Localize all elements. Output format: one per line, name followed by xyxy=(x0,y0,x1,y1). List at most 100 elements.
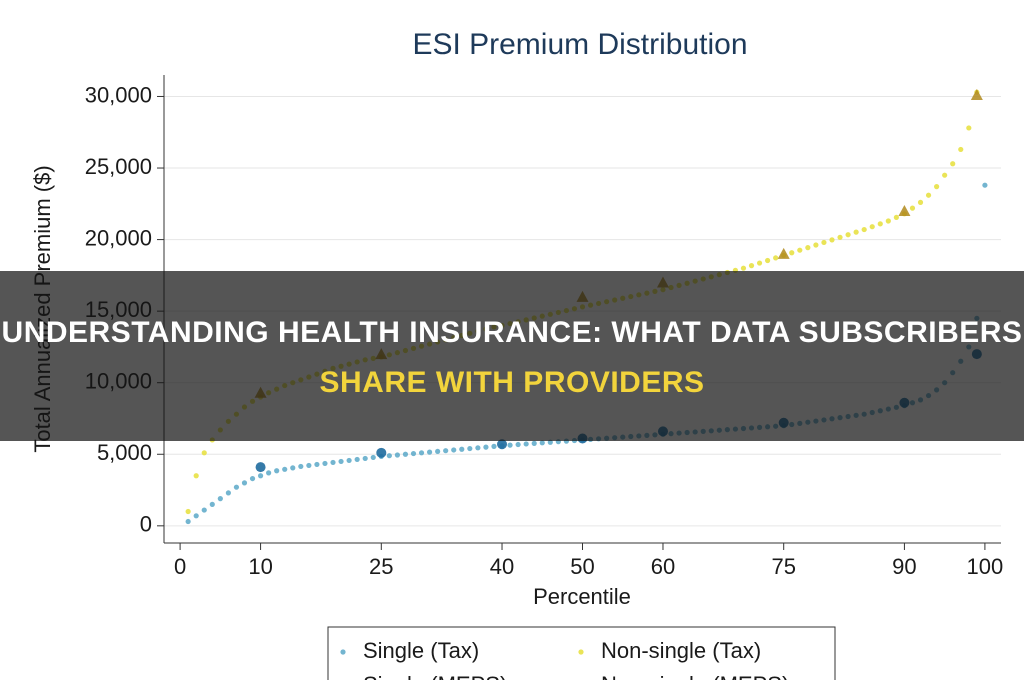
point xyxy=(885,218,891,224)
point xyxy=(491,443,497,449)
point xyxy=(909,205,916,211)
point xyxy=(426,449,433,455)
x-tick-label: 10 xyxy=(248,554,272,579)
point xyxy=(861,226,867,233)
point xyxy=(497,439,508,450)
point xyxy=(523,441,529,447)
point xyxy=(958,146,964,153)
point xyxy=(201,507,207,513)
point xyxy=(201,450,207,456)
y-tick-label: 20,000 xyxy=(85,225,152,250)
point xyxy=(266,470,272,476)
x-tick-label: 40 xyxy=(490,554,514,579)
x-tick-label: 90 xyxy=(892,554,916,579)
point xyxy=(340,649,346,655)
y-tick-label: 30,000 xyxy=(85,82,152,107)
point xyxy=(950,161,956,167)
point xyxy=(740,265,747,271)
point xyxy=(274,468,280,474)
legend-label: Single (Tax) xyxy=(363,638,479,663)
point xyxy=(435,448,441,455)
x-tick-label: 0 xyxy=(174,554,186,579)
point xyxy=(209,501,215,507)
point xyxy=(354,456,360,463)
point xyxy=(217,496,223,502)
point xyxy=(869,224,875,230)
point xyxy=(475,445,481,451)
point xyxy=(193,473,199,479)
point xyxy=(282,466,288,472)
point xyxy=(748,263,755,269)
point xyxy=(249,475,256,482)
point xyxy=(813,242,819,248)
point xyxy=(845,232,851,238)
point xyxy=(773,255,779,261)
x-axis-label: Percentile xyxy=(533,584,631,609)
point xyxy=(346,457,352,464)
point xyxy=(877,221,883,227)
point xyxy=(797,247,803,253)
legend-label: Non-single (MEPS) xyxy=(601,672,789,680)
point xyxy=(451,447,457,453)
point xyxy=(467,445,473,452)
point xyxy=(338,458,344,465)
point xyxy=(185,508,191,515)
point xyxy=(410,450,417,457)
point xyxy=(578,649,584,655)
point xyxy=(362,455,368,462)
point xyxy=(934,184,940,190)
point xyxy=(507,442,513,448)
point xyxy=(837,234,843,240)
legend-label: Non-single (Tax) xyxy=(601,638,761,663)
point xyxy=(193,513,199,519)
point xyxy=(241,480,248,486)
point xyxy=(756,260,763,266)
point xyxy=(443,448,449,454)
point xyxy=(829,237,835,243)
point xyxy=(255,462,266,473)
point xyxy=(257,473,264,479)
point xyxy=(893,214,899,221)
legend: Single (Tax) Non-single (Tax) Single (MEPS… xyxy=(340,638,789,680)
x-tick-label: 25 xyxy=(369,554,393,579)
x-tick-label: 60 xyxy=(651,554,675,579)
point xyxy=(966,125,972,131)
point xyxy=(459,446,465,452)
point xyxy=(898,204,911,216)
point xyxy=(539,440,545,446)
point xyxy=(970,89,983,101)
y-tick-label: 0 xyxy=(140,512,152,537)
point xyxy=(386,453,392,459)
point xyxy=(298,463,304,470)
point xyxy=(370,454,376,461)
point xyxy=(376,447,387,458)
x-tick-label: 75 xyxy=(771,554,795,579)
chart-title: ESI Premium Distribution xyxy=(412,28,747,61)
x-tick-label: 100 xyxy=(967,554,1004,579)
point xyxy=(225,490,231,496)
point xyxy=(233,484,240,490)
point xyxy=(917,199,924,205)
point xyxy=(805,245,811,251)
point xyxy=(306,462,312,469)
point xyxy=(821,239,827,246)
point xyxy=(853,229,859,235)
banner-line: SHARE WITH PROVIDERS xyxy=(319,366,704,399)
point xyxy=(789,250,795,256)
banner-band xyxy=(0,271,1024,441)
point xyxy=(925,192,932,198)
y-tick-label: 5,000 xyxy=(97,440,152,465)
point xyxy=(418,450,425,456)
point xyxy=(942,172,948,178)
legend-label: Single (MEPS) xyxy=(363,672,507,680)
point xyxy=(290,465,296,471)
y-tick-label: 25,000 xyxy=(85,154,152,179)
point xyxy=(531,440,537,446)
point xyxy=(322,460,328,467)
x-tick-label: 50 xyxy=(570,554,594,579)
point xyxy=(185,518,191,525)
point xyxy=(394,452,400,458)
point xyxy=(402,451,409,457)
point xyxy=(314,461,320,468)
